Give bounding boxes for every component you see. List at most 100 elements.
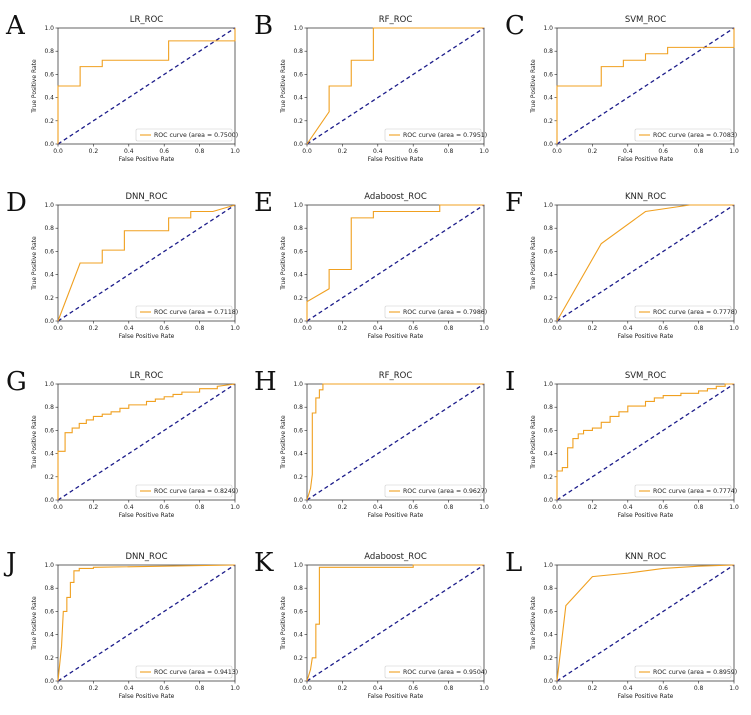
legend-label-h: ROC curve (area = 0.9627) — [403, 488, 487, 495]
x-tick-label-j-2: 0.4 — [124, 685, 134, 692]
x-tick-label-a-4: 0.8 — [195, 148, 205, 155]
y-tick-label-h-1: 0.2 — [293, 474, 303, 481]
y-tick-label-h-5: 1.0 — [293, 381, 303, 388]
legend-box-k — [384, 665, 482, 679]
legend-a: ROC curve (area = 0.7500) — [135, 128, 238, 142]
x-tick-label-c-1: 0.2 — [588, 148, 598, 155]
x-tick-label-b-2: 0.4 — [373, 148, 383, 155]
y-tick-label-b-2: 0.4 — [293, 95, 303, 102]
panel-letter-j: J — [3, 548, 16, 578]
x-tick-label-l-1: 0.2 — [588, 685, 598, 692]
y-tick-label-f-1: 0.2 — [543, 295, 553, 302]
x-tick-label-l-3: 0.6 — [658, 685, 668, 692]
x-tick-label-k-2: 0.4 — [373, 685, 383, 692]
y-tick-label-e-1: 0.2 — [293, 295, 303, 302]
x-tick-label-c-0: 0.0 — [552, 148, 562, 155]
roc-curve-f — [556, 204, 734, 322]
panel-d: D DNN_ROC 0.0 0.2 0.4 0.6 0.8 1.0 0.0 0.2 0.4 0.6 0.… — [6, 188, 240, 340]
panel-letter-k: K — [254, 548, 274, 578]
x-tick-label-e-2: 0.4 — [373, 325, 383, 332]
roc-curve-g — [57, 383, 236, 500]
y-tick-label-i-3: 0.6 — [543, 427, 553, 434]
plot-frame-j — [57, 564, 236, 682]
y-tick-label-e-5: 1.0 — [293, 202, 303, 209]
y-tick-label-k-4: 0.8 — [293, 585, 303, 592]
x-tick-label-b-4: 0.8 — [444, 148, 454, 155]
legend-box-d — [135, 305, 233, 319]
legend-box-l — [634, 665, 732, 679]
x-tick-label-j-3: 0.6 — [159, 685, 169, 692]
x-tick-label-c-3: 0.6 — [658, 148, 668, 155]
legend-g: ROC curve (area = 0.8249) — [135, 484, 238, 498]
x-tick-label-e-1: 0.2 — [338, 325, 348, 332]
legend-label-l: ROC curve (area = 0.8959) — [653, 669, 737, 676]
y-tick-label-c-1: 0.2 — [543, 118, 553, 125]
x-tick-label-b-1: 0.2 — [338, 148, 348, 155]
y-tick-label-d-4: 0.8 — [44, 225, 54, 232]
chart-title-a: LR_ROC — [130, 15, 163, 25]
panel-letter-i: I — [505, 367, 515, 397]
panel-letter-c: C — [505, 11, 525, 41]
x-tick-label-f-5: 1.0 — [729, 325, 739, 332]
panel-c: C SVM_ROC 0.0 0.2 0.4 0.6 0.8 1.0 0.0 0.2 0.4 0.6 0.… — [505, 11, 739, 163]
y-tick-label-a-0: 0.0 — [44, 141, 54, 148]
chart-title-j: DNN_ROC — [125, 552, 167, 562]
y-tick-label-j-4: 0.8 — [44, 585, 54, 592]
y-tick-label-k-3: 0.6 — [293, 608, 303, 615]
chart-title-f: KNN_ROC — [625, 192, 666, 202]
x-tick-label-d-5: 1.0 — [230, 325, 240, 332]
x-tick-label-a-3: 0.6 — [159, 148, 169, 155]
legend-box-c — [634, 128, 732, 142]
x-tick-label-l-2: 0.4 — [623, 685, 633, 692]
y-axis-label-j: True Positive Rate — [31, 596, 38, 651]
chart-title-k: Adaboost_ROC — [364, 552, 427, 562]
y-tick-label-a-1: 0.2 — [44, 118, 54, 125]
x-tick-label-g-1: 0.2 — [89, 504, 99, 511]
legend-box-b — [384, 128, 482, 142]
y-tick-label-b-3: 0.6 — [293, 71, 303, 78]
x-tick-label-i-2: 0.4 — [623, 504, 633, 511]
legend-box-h — [384, 484, 482, 498]
x-axis-label-e: False Positive Rate — [368, 333, 424, 340]
legend-box-a — [135, 128, 233, 142]
legend-label-k: ROC curve (area = 0.9504) — [403, 669, 487, 676]
x-tick-label-a-1: 0.2 — [89, 148, 99, 155]
y-tick-label-c-3: 0.6 — [543, 71, 553, 78]
x-tick-label-f-4: 0.8 — [694, 325, 704, 332]
x-tick-label-d-4: 0.8 — [195, 325, 205, 332]
legend-label-c: ROC curve (area = 0.7083) — [653, 132, 737, 139]
y-axis-label-f: True Positive Rate — [530, 236, 537, 291]
legend-box-i — [634, 484, 732, 498]
legend-label-g: ROC curve (area = 0.8249) — [154, 488, 238, 495]
x-tick-label-e-4: 0.8 — [444, 325, 454, 332]
roc-curve-j — [57, 564, 236, 682]
plot-frame-l — [556, 564, 735, 682]
y-tick-label-d-5: 1.0 — [44, 202, 54, 209]
x-tick-label-h-2: 0.4 — [373, 504, 383, 511]
x-tick-label-j-1: 0.2 — [89, 685, 99, 692]
x-tick-label-h-4: 0.8 — [444, 504, 454, 511]
legend-d: ROC curve (area = 0.7118) — [135, 305, 238, 319]
y-tick-label-k-0: 0.0 — [293, 678, 303, 685]
x-tick-label-e-5: 1.0 — [479, 325, 489, 332]
y-tick-label-c-4: 0.8 — [543, 48, 553, 55]
legend-label-j: ROC curve (area = 0.9413) — [154, 669, 238, 676]
x-tick-label-h-5: 1.0 — [479, 504, 489, 511]
x-tick-label-k-1: 0.2 — [338, 685, 348, 692]
y-tick-label-k-5: 1.0 — [293, 562, 303, 569]
x-tick-label-l-0: 0.0 — [552, 685, 562, 692]
x-tick-label-f-1: 0.2 — [588, 325, 598, 332]
roc-curve-h — [306, 383, 484, 501]
chance-diagonal-i — [556, 383, 735, 501]
y-tick-label-g-0: 0.0 — [44, 497, 54, 504]
x-tick-label-f-3: 0.6 — [658, 325, 668, 332]
x-tick-label-d-3: 0.6 — [159, 325, 169, 332]
y-tick-label-k-1: 0.2 — [293, 655, 303, 662]
legend-h: ROC curve (area = 0.9627) — [384, 484, 487, 498]
y-tick-label-d-0: 0.0 — [44, 318, 54, 325]
x-tick-label-b-5: 1.0 — [479, 148, 489, 155]
x-tick-label-d-2: 0.4 — [124, 325, 134, 332]
y-tick-label-e-3: 0.6 — [293, 248, 303, 255]
y-tick-label-i-2: 0.4 — [543, 451, 553, 458]
